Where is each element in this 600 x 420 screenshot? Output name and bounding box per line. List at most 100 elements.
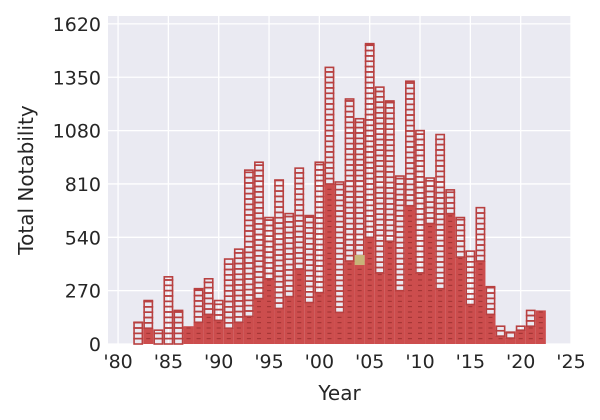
bar-filled-segment [374, 272, 385, 344]
bar-outline-segment [455, 216, 466, 221]
bar-outline-segment [344, 98, 355, 102]
bar-filled-segment [445, 213, 456, 344]
bar-filled-segment [253, 298, 265, 344]
bar-filled-segment [274, 308, 285, 344]
y-tick-label: 270 [65, 281, 101, 303]
bar-filled-segment [314, 292, 325, 344]
bar-filled-segment [455, 257, 466, 344]
bar-1995 [264, 216, 275, 344]
bar-filled-segment [203, 314, 214, 344]
bar-outline-segment [354, 117, 365, 124]
bar-1982 [133, 321, 144, 345]
bar-outline-segment [294, 167, 305, 174]
y-tick-label: 1620 [53, 14, 101, 36]
bar-outline-segment [193, 287, 204, 292]
bar-filled-segment [213, 320, 224, 344]
highlight-marker [354, 255, 365, 266]
x-axis-label: Year [317, 381, 361, 405]
bar-1997 [284, 212, 295, 344]
bar-2000 [314, 161, 325, 344]
bar-1994 [253, 161, 265, 344]
bar-2006 [374, 86, 385, 344]
bar-filled-segment [384, 241, 395, 344]
x-tick-label: '90 [204, 351, 233, 373]
bar-outline-segment [384, 100, 395, 104]
x-tick-label: '15 [456, 351, 485, 373]
plot-background [108, 16, 571, 344]
bar-outline-segment [203, 277, 214, 284]
bar-filled-segment [535, 310, 546, 344]
bar-outline-segment [163, 276, 174, 281]
bar-2003 [344, 98, 355, 344]
bar-outline-segment [525, 309, 536, 317]
bar-2022 [535, 310, 546, 344]
x-tick-label: '00 [305, 351, 334, 373]
bar-outline-segment [264, 216, 274, 221]
bar-outline-segment [364, 42, 375, 47]
bar-outline-segment [485, 285, 496, 289]
bar-2005 [364, 42, 375, 344]
bar-2020 [515, 325, 526, 344]
bar-filled-segment [414, 272, 426, 344]
bar-2009 [404, 80, 415, 344]
bar-2017 [485, 285, 496, 344]
bar-outline-segment [284, 212, 295, 218]
y-tick-label: 810 [65, 174, 101, 196]
bar-1990 [213, 299, 224, 344]
bar-outline-segment [505, 331, 516, 334]
bar-1999 [304, 214, 315, 344]
bar-filled-segment [465, 304, 476, 344]
bar-outline-segment [173, 309, 184, 313]
bar-1989 [203, 277, 214, 344]
bar-outline-segment [233, 248, 244, 254]
bar-1993 [243, 169, 254, 344]
bar-1991 [223, 258, 234, 344]
bar-filled-segment [475, 261, 486, 344]
highlight-markers [354, 255, 365, 266]
bar-outline-segment [495, 325, 506, 332]
bar-2002 [334, 181, 345, 344]
bar-outline-segment [324, 66, 335, 73]
bar-2018 [495, 325, 506, 344]
bar-outline-segment [304, 214, 315, 218]
x-tick-label: '25 [556, 351, 585, 373]
bar-filled-segment [344, 261, 355, 344]
bar-outline-segment [314, 161, 325, 166]
bar-2021 [525, 309, 536, 344]
bar-outline-segment [435, 133, 446, 141]
bar-2008 [394, 175, 405, 344]
bar-filled-segment [505, 338, 516, 344]
bar-1987 [183, 326, 194, 344]
bar-outline-segment [465, 250, 476, 258]
bar-filled-segment [223, 328, 234, 344]
x-tick-label: '10 [405, 351, 434, 373]
bar-filled-segment [243, 316, 254, 344]
bar-1992 [233, 248, 244, 344]
bar-2015 [465, 250, 476, 344]
bar-2007 [384, 100, 395, 344]
bar-1998 [294, 167, 305, 344]
x-tick-label: '80 [103, 351, 132, 373]
bar-1988 [193, 287, 204, 344]
x-tick-label: '20 [506, 351, 535, 373]
bar-2019 [505, 331, 516, 344]
bar-filled-segment [435, 288, 446, 344]
bar-filled-segment [525, 326, 536, 344]
bar-outline-segment [415, 129, 425, 135]
bar-outline-segment [475, 206, 486, 214]
bar-outline-segment [254, 161, 264, 166]
bar-2016 [475, 206, 486, 344]
bar-filled-segment [425, 223, 436, 344]
bar-1986 [173, 309, 184, 345]
bar-2010 [414, 129, 426, 344]
y-tick-label: 1080 [53, 121, 101, 143]
y-tick-label: 1350 [53, 67, 101, 89]
bar-outline-segment [394, 175, 405, 180]
bar-outline-segment [153, 329, 164, 335]
y-tick-label: 540 [65, 227, 101, 249]
x-axis-ticks: '80 '85 '90 '95 '00 '05 '10 '15 '20 '25 [103, 351, 585, 373]
bar-filled-segment [485, 314, 496, 344]
bar-outline-segment [445, 189, 456, 194]
bar-outline-segment [405, 80, 415, 84]
y-axis-label: Total Notability [14, 105, 38, 256]
